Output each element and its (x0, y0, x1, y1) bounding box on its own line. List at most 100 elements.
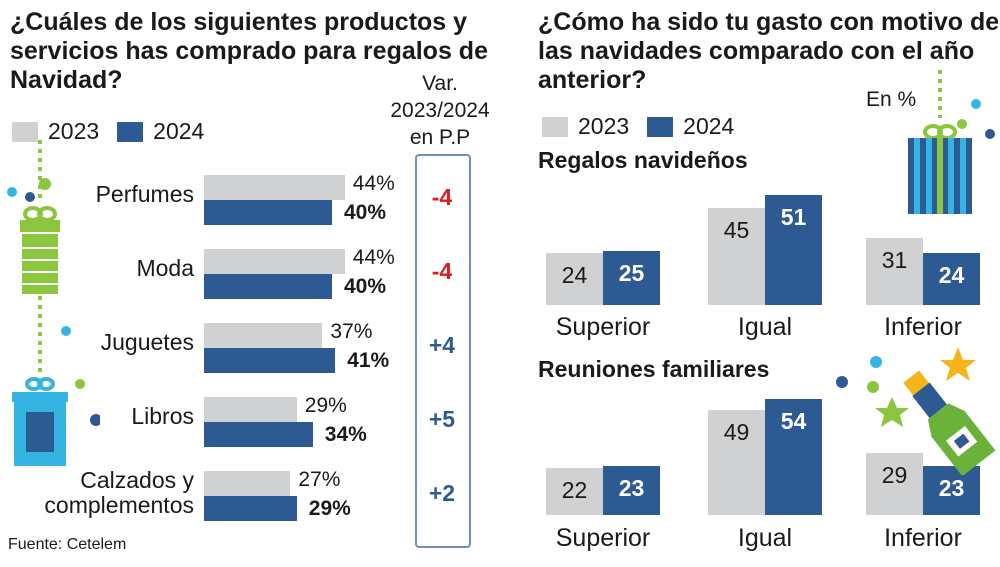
column-value-2024: 51 (780, 204, 807, 231)
category-label: Superior (555, 524, 651, 552)
confetti-dot (61, 326, 71, 336)
column-2023 (708, 409, 765, 515)
data-label-2023: 44% (352, 172, 395, 195)
variation-header-line-1: Var. (422, 72, 458, 95)
data-label-2024: 40% (344, 275, 387, 298)
column-2024 (603, 251, 660, 305)
data-label-2024: 34% (324, 423, 367, 446)
confetti-dot (867, 381, 879, 393)
category-label-line: complementos (44, 492, 194, 518)
category-label: Juguetes (4, 330, 194, 355)
left-legend: 2023 2024 (12, 118, 204, 145)
category-label-line: Calzados y (80, 467, 194, 493)
data-label-2023: 29% (304, 394, 347, 417)
column-value-2023: 24 (561, 262, 588, 289)
legend-label-2024: 2024 (153, 118, 205, 144)
confetti-dot (39, 178, 51, 190)
legend-swatch-2024 (117, 121, 144, 142)
bar-2023 (204, 471, 291, 496)
legend-swatch-2023 (542, 116, 568, 137)
bar-2023 (204, 323, 323, 348)
variation-value: +5 (428, 406, 456, 432)
bar-2024 (204, 200, 332, 225)
gift-box-decoration (908, 70, 995, 214)
column-value-2024: 23 (938, 474, 965, 501)
confetti-dot (971, 99, 981, 109)
column-2023 (708, 208, 765, 305)
column-value-2023: 49 (723, 418, 750, 445)
category-label: Calzados y complementos (4, 468, 194, 518)
column-value-2023: 29 (881, 461, 908, 488)
confetti-dot (836, 376, 848, 388)
data-label-2023: 44% (352, 246, 395, 269)
confetti-dot (870, 356, 882, 368)
confetti-dot (75, 379, 85, 389)
variation-value: +4 (428, 332, 456, 358)
column-2023 (546, 253, 603, 305)
data-label-2024: 40% (344, 201, 387, 224)
category-label-line: Juguetes (100, 329, 194, 355)
data-label-2023: 27% (298, 468, 341, 491)
right-chart-title: ¿Cómo ha sido tu gasto con motivo de las… (538, 8, 1000, 94)
category-label: Igual (737, 524, 793, 552)
column-value-2024: 23 (618, 474, 645, 501)
legend-label-2023: 2023 (48, 118, 100, 144)
confetti-dot (957, 119, 967, 129)
column-value-2023: 22 (561, 476, 588, 503)
column-2024 (603, 465, 660, 515)
champagne-bottle-icon (903, 370, 996, 475)
bar-2024 (204, 496, 297, 521)
confetti-dot (25, 192, 35, 202)
category-label: Inferior (884, 524, 962, 552)
category-label: Inferior (884, 313, 962, 341)
category-label-line: Libros (131, 403, 194, 429)
bar-2023 (204, 249, 345, 274)
green-gift-icon (20, 206, 60, 294)
column-2024 (923, 253, 980, 305)
column-value-2024: 54 (780, 407, 807, 434)
variation-value: +2 (428, 480, 456, 506)
bar-2024 (204, 422, 313, 447)
legend-swatch-2024 (647, 116, 674, 137)
category-label: Perfumes (4, 182, 194, 207)
column-2023 (866, 452, 923, 515)
star-icon (875, 397, 909, 427)
champagne-decoration (836, 347, 996, 475)
unit-note: En % (866, 88, 917, 111)
category-label: Libros (4, 404, 194, 429)
column-2024 (765, 195, 822, 305)
confetti-dot (90, 414, 100, 426)
column-2023 (866, 238, 923, 305)
category-label-line: Moda (136, 255, 194, 281)
gift-decoration (7, 140, 100, 466)
legend-label-2023: 2023 (578, 113, 630, 139)
bar-2024 (204, 274, 332, 299)
subchart-title-regalos: Regalos navideños (538, 147, 748, 173)
striped-gift-icon (908, 124, 972, 214)
blue-gift-icon (12, 377, 68, 466)
left-chart-title: ¿Cuáles de los siguientes productos y se… (10, 8, 488, 94)
variation-header-line-3: en P.P (409, 126, 471, 149)
column-value-2023: 45 (723, 217, 750, 244)
data-label-2024: 29% (308, 497, 351, 520)
data-label-2023: 37% (330, 320, 373, 343)
variation-box (415, 154, 471, 548)
column-2024 (765, 398, 822, 515)
column-value-2024: 24 (938, 262, 965, 289)
confetti-dot (985, 129, 995, 139)
category-label: Moda (4, 256, 194, 281)
column-value-2023: 31 (881, 247, 908, 274)
confetti-dot (7, 187, 17, 197)
variation-header: Var. 2023/2024 en P.P (370, 70, 510, 151)
legend-swatch-2023 (12, 121, 38, 142)
legend-label-2024: 2024 (683, 113, 735, 139)
column-value-2024: 25 (618, 260, 645, 287)
column-2023 (546, 467, 603, 515)
variation-value: -4 (431, 184, 453, 210)
category-label: Superior (555, 313, 651, 341)
bar-2023 (204, 175, 345, 200)
bar-2024 (204, 348, 336, 373)
column-2024 (923, 465, 980, 515)
category-label-line: Perfumes (95, 181, 194, 207)
category-label: Igual (737, 313, 793, 341)
